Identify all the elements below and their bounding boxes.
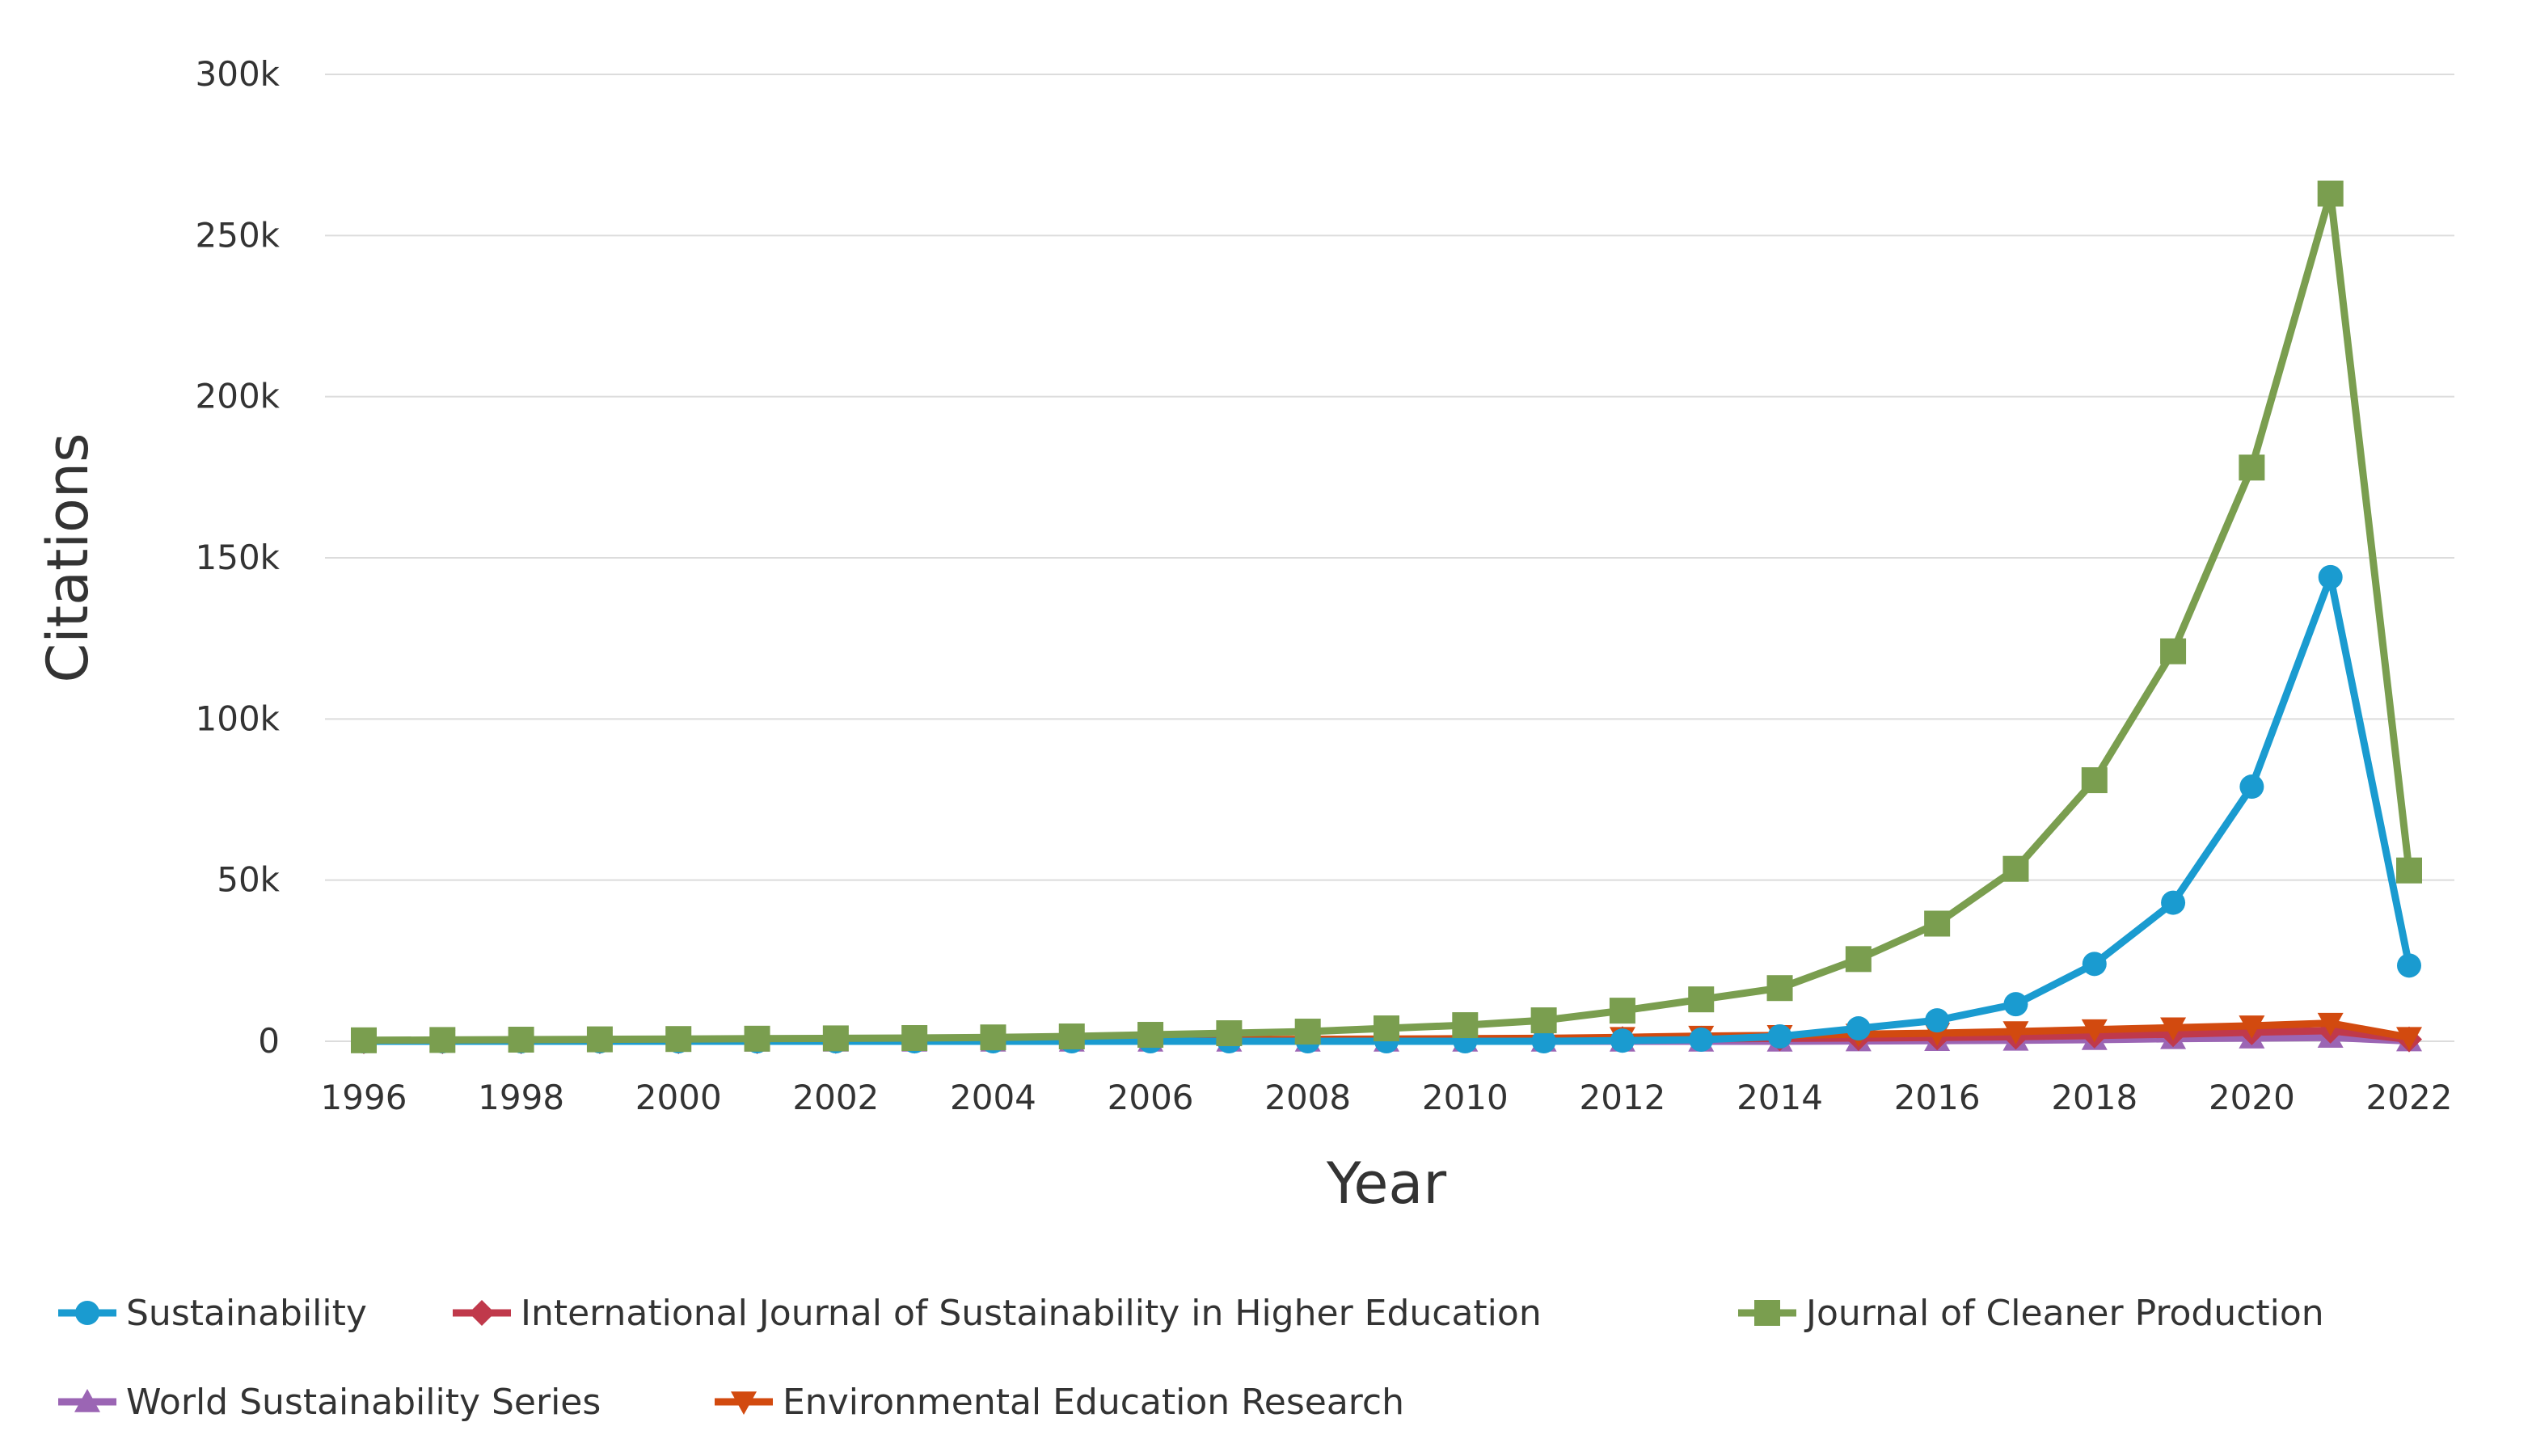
data-point (1058, 1023, 1085, 1050)
x-tick-label: 2016 (1894, 1078, 1981, 1117)
y-tick-label: 250k (196, 215, 281, 255)
series-lines (351, 180, 2422, 1054)
data-point (2318, 564, 2343, 589)
data-point (1766, 975, 1793, 1002)
legend-label: Sustainability (126, 1293, 367, 1334)
legend-item[interactable]: Journal of Cleaner Production (1738, 1293, 2324, 1334)
legend: Sustainability International Journal of S… (58, 1293, 2324, 1423)
x-tick-label: 2012 (1579, 1078, 1665, 1117)
data-point (1374, 1015, 1399, 1042)
series-line (363, 190, 2413, 1045)
legend-label: Environmental Education Research (783, 1382, 1404, 1423)
legend-label: Journal of Cleaner Production (1804, 1293, 2324, 1334)
series-journal-of-cleaner-production (351, 180, 2422, 1053)
x-tick-label: 2022 (2366, 1078, 2453, 1117)
data-point (1531, 1029, 1556, 1053)
y-tick-label: 100k (196, 698, 281, 738)
data-point (2396, 1027, 2422, 1051)
gridlines (325, 74, 2454, 1042)
data-point (2160, 1017, 2187, 1041)
data-point (744, 1025, 770, 1052)
data-point (2317, 1012, 2344, 1036)
data-point (2081, 767, 2108, 794)
legend-marker-icon (75, 1301, 99, 1325)
data-point (429, 1027, 456, 1053)
data-point (2239, 774, 2264, 800)
data-point (2161, 890, 2186, 915)
legend-item[interactable]: Sustainability (58, 1293, 367, 1334)
y-tick-label: 150k (196, 538, 281, 577)
data-point (2239, 454, 2265, 481)
data-point (1137, 1022, 1164, 1049)
data-point (1688, 986, 1715, 1013)
legend-item[interactable]: World Sustainability Series (58, 1382, 601, 1423)
data-point (2397, 953, 2421, 978)
y-axis-ticks: 0 50k 100k 150k 200k 250k 300k (196, 54, 281, 1061)
data-point (2396, 857, 2422, 884)
y-tick-label: 300k (196, 54, 281, 94)
legend-marker-icon (469, 1300, 495, 1326)
data-point (2082, 952, 2107, 977)
x-tick-label: 2006 (1108, 1078, 1194, 1117)
data-point (2002, 855, 2029, 882)
data-point (1845, 946, 1872, 973)
data-point (2003, 992, 2028, 1017)
legend-item[interactable]: Environmental Education Research (715, 1382, 1404, 1423)
data-point (1530, 1007, 1557, 1034)
legend-marker-icon (1754, 1300, 1780, 1326)
x-axis-title: Year (1326, 1150, 1446, 1217)
data-point (508, 1027, 534, 1053)
legend-label: World Sustainability Series (126, 1382, 601, 1423)
data-point (1294, 1019, 1321, 1045)
series-sustainability (352, 564, 2421, 1053)
x-tick-label: 1998 (478, 1078, 564, 1117)
data-point (1767, 1024, 1792, 1049)
data-point (1925, 1008, 1950, 1033)
data-point (1216, 1020, 1243, 1047)
data-point (586, 1026, 613, 1053)
data-point (1609, 998, 1635, 1024)
x-tick-label: 2018 (2051, 1078, 2137, 1117)
data-point (1689, 1028, 1714, 1053)
data-point (822, 1025, 849, 1052)
x-tick-label: 2004 (950, 1078, 1036, 1117)
y-tick-label: 0 (258, 1021, 280, 1061)
y-tick-label: 50k (217, 860, 280, 900)
x-tick-label: 2002 (792, 1078, 879, 1117)
y-axis-title: Citations (35, 433, 101, 682)
data-point (1452, 1012, 1479, 1039)
data-point (1924, 910, 1951, 937)
x-tick-label: 2008 (1264, 1078, 1351, 1117)
x-tick-label: 2014 (1737, 1078, 1823, 1117)
x-tick-label: 2000 (635, 1078, 722, 1117)
x-tick-label: 1996 (321, 1078, 407, 1117)
x-tick-label: 2010 (1422, 1078, 1509, 1117)
data-point (351, 1027, 377, 1053)
x-tick-label: 2020 (2209, 1078, 2295, 1117)
data-point (2002, 1021, 2029, 1045)
data-point (901, 1025, 928, 1052)
data-point (1610, 1028, 1635, 1053)
data-point (2160, 638, 2187, 665)
legend-label: International Journal of Sustainability … (521, 1293, 1542, 1334)
x-axis-ticks: 1996 1998 2000 2002 2004 2006 2008 2010 2012 2014… (321, 1078, 2453, 1117)
data-point (1846, 1016, 1871, 1041)
data-point (2317, 180, 2344, 207)
legend-item[interactable]: International Journal of Sustainability … (453, 1293, 1542, 1334)
data-point (980, 1024, 1006, 1051)
data-point (665, 1026, 692, 1053)
data-point (2081, 1019, 2108, 1043)
data-point (2239, 1015, 2265, 1039)
legend-marker-icon (731, 1391, 757, 1415)
y-tick-label: 200k (196, 377, 281, 416)
legend-marker-icon (74, 1389, 100, 1412)
